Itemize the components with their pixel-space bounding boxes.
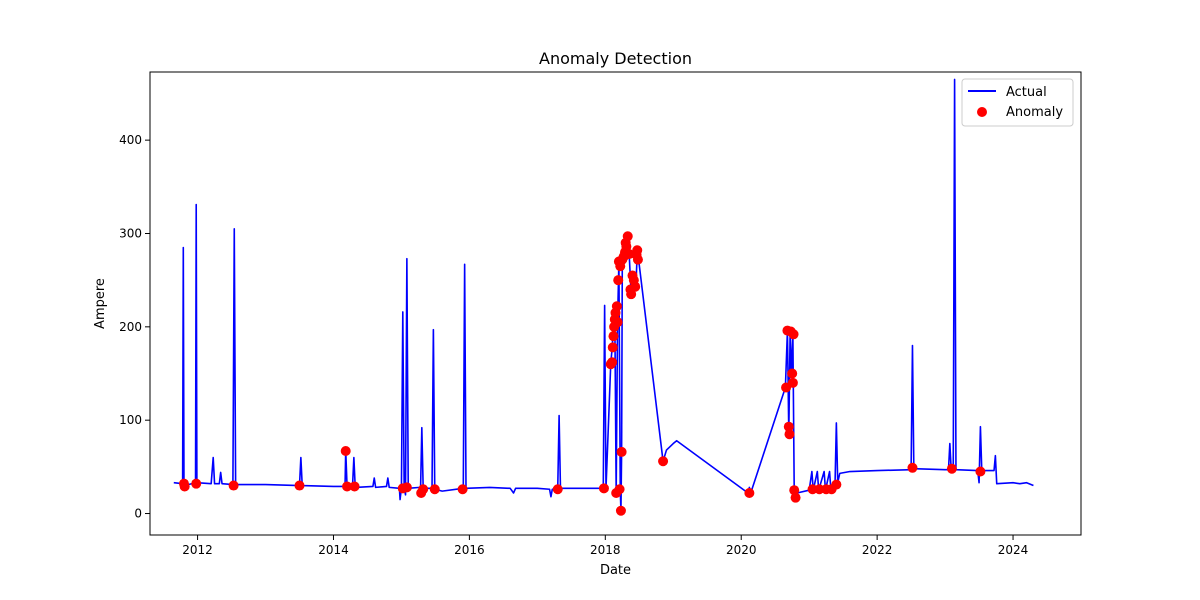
anomaly-point: [349, 481, 360, 492]
y-axis: 0 100 200 300 400: [119, 133, 150, 521]
anomaly-point: [626, 289, 637, 300]
legend-actual-label: Actual: [1006, 85, 1047, 100]
anomaly-point: [418, 484, 429, 495]
anomaly-point: [630, 281, 641, 292]
anomaly-point: [787, 377, 798, 388]
y-tick-label: 200: [119, 320, 142, 334]
anomaly-point: [615, 505, 626, 516]
anomaly-point: [975, 466, 986, 477]
anomaly-point: [788, 329, 799, 340]
x-tick-label: 2020: [726, 543, 757, 557]
anomaly-point: [598, 483, 609, 494]
legend: Actual Anomaly: [961, 78, 1074, 127]
anomaly-point: [790, 492, 801, 503]
axes-frame: [149, 71, 1082, 536]
plot-area: [173, 78, 1034, 516]
anomaly-point: [401, 482, 412, 493]
anomaly-point: [191, 478, 202, 489]
x-tick-label: 2016: [454, 543, 485, 557]
anomaly-point: [429, 484, 440, 495]
anomaly-point: [632, 245, 643, 256]
x-axis: 2012 2014 2016 2018 2020 2022 2024: [182, 535, 1028, 557]
anomaly-point: [946, 463, 957, 474]
x-tick-label: 2018: [590, 543, 621, 557]
anomaly-point: [632, 254, 643, 265]
anomaly-point: [658, 456, 669, 467]
anomaly-point: [607, 342, 618, 353]
anomaly-point: [228, 480, 239, 491]
y-tick-label: 100: [119, 413, 142, 427]
y-tick-label: 0: [134, 507, 142, 521]
anomaly-point: [744, 487, 755, 498]
anomaly-point: [179, 481, 190, 492]
chart-title: Anomaly Detection: [539, 49, 692, 68]
legend-anomaly-marker: [977, 107, 987, 117]
legend-anomaly-label: Anomaly: [1006, 105, 1063, 120]
anomaly-point: [831, 479, 842, 490]
anomaly-point: [622, 231, 633, 242]
anomaly-point: [624, 249, 635, 260]
anomaly-point: [616, 446, 627, 457]
anomaly-point: [787, 368, 798, 379]
anomaly-point: [457, 484, 468, 495]
anomaly-point: [340, 445, 351, 456]
y-axis-label: Ampere: [93, 278, 108, 329]
anomaly-point: [613, 275, 624, 286]
y-tick-label: 400: [119, 133, 142, 147]
anomaly-point: [611, 301, 622, 312]
anomaly-point: [907, 462, 918, 473]
anomaly-point: [552, 484, 563, 495]
x-tick-label: 2024: [998, 543, 1029, 557]
y-tick-label: 300: [119, 226, 142, 240]
anomaly-point: [608, 331, 619, 342]
x-axis-label: Date: [600, 563, 631, 578]
x-tick-label: 2012: [182, 543, 213, 557]
anomaly-point: [784, 429, 795, 440]
anomaly-point: [789, 485, 800, 496]
anomaly-point: [783, 421, 794, 432]
anomaly-point: [612, 317, 623, 328]
anomaly-point: [342, 481, 353, 492]
x-tick-label: 2022: [862, 543, 893, 557]
anomaly-point: [607, 357, 618, 368]
anomaly-point: [294, 480, 305, 491]
x-tick-label: 2014: [318, 543, 349, 557]
anomaly-point: [614, 484, 625, 495]
